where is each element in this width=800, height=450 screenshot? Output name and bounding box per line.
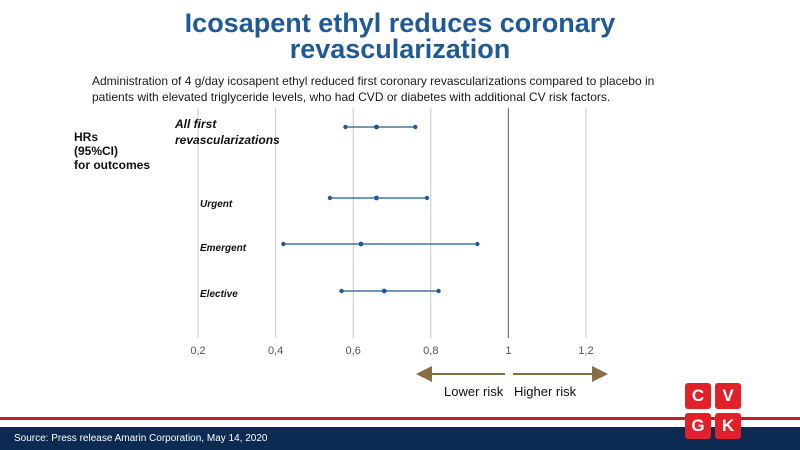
forest-rows: All first revascularizations Urgent Emergen… bbox=[174, 117, 480, 300]
x-tick-label: 0,2 bbox=[190, 345, 205, 357]
forest-row: Emergent bbox=[200, 241, 480, 254]
y-axis-label-line-1: HRs bbox=[74, 130, 99, 144]
row-label: All first bbox=[174, 117, 217, 131]
footer-divider bbox=[0, 417, 800, 420]
logo-letter-c: C bbox=[685, 383, 711, 409]
x-tick-label: 0,4 bbox=[268, 345, 283, 357]
logo-letter-g: G bbox=[685, 413, 711, 439]
hr-point bbox=[374, 124, 379, 130]
higher-risk-label: Higher risk bbox=[514, 384, 577, 399]
row-label: Urgent bbox=[200, 199, 233, 210]
x-axis-ticks: 0,2 0,4 0,6 0,8 1 1,2 bbox=[190, 345, 593, 357]
hr-point bbox=[358, 241, 364, 247]
ci-high-point bbox=[424, 195, 430, 201]
subtitle-line-1: Administration of 4 g/day icosapent ethy… bbox=[92, 74, 655, 88]
ci-low-point bbox=[343, 124, 348, 130]
forest-row: Urgent bbox=[200, 195, 430, 210]
slide-title-line-1: Icosapent ethyl reduces coronary bbox=[184, 8, 616, 38]
hr-point bbox=[374, 195, 379, 201]
row-label: revascularizations bbox=[175, 133, 280, 147]
ci-high-point bbox=[413, 124, 418, 130]
row-label: Elective bbox=[200, 289, 238, 300]
subtitle-line-2: patients with elevated triglyceride leve… bbox=[92, 90, 611, 104]
ci-low-point bbox=[339, 288, 344, 294]
x-tick-label: 1 bbox=[505, 345, 511, 357]
y-axis-label-line-2: (95%CI) bbox=[74, 144, 119, 158]
logo-letter-k: K bbox=[715, 413, 741, 439]
slide-title-line-2: revascularization bbox=[289, 34, 511, 64]
logo-letter-v: V bbox=[715, 383, 741, 409]
hr-point bbox=[381, 288, 387, 294]
footer-bar: Source: Press release Amarin Corporation… bbox=[0, 427, 800, 450]
forest-row: Elective bbox=[200, 288, 441, 300]
ci-low-point bbox=[281, 241, 286, 247]
ci-high-point bbox=[475, 241, 480, 247]
ci-high-point bbox=[436, 288, 441, 294]
slide-subtitle: Administration of 4 g/day icosapent ethy… bbox=[92, 73, 732, 105]
grid-lines bbox=[197, 108, 587, 338]
y-axis-label: HRs (95%CI) for outcomes bbox=[74, 130, 150, 172]
source-note: Source: Press release Amarin Corporation… bbox=[14, 433, 268, 444]
slide-title: Icosapent ethyl reduces coronary revascu… bbox=[0, 8, 800, 64]
x-tick-label: 1,2 bbox=[578, 345, 593, 357]
x-tick-label: 0,8 bbox=[423, 345, 438, 357]
y-axis-label-line-3: for outcomes bbox=[74, 158, 151, 172]
row-label: Emergent bbox=[200, 243, 247, 254]
cvgk-logo: C V G K bbox=[685, 383, 741, 439]
ci-low-point bbox=[327, 195, 333, 201]
forest-row: All first revascularizations bbox=[174, 117, 418, 147]
x-tick-label: 0,6 bbox=[346, 345, 361, 357]
lower-risk-label: Lower risk bbox=[444, 384, 504, 399]
